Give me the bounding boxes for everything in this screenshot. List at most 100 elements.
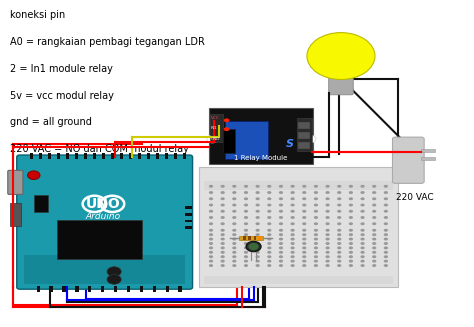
- Circle shape: [337, 203, 341, 206]
- Circle shape: [232, 260, 237, 263]
- Circle shape: [291, 222, 295, 225]
- Circle shape: [244, 185, 248, 188]
- Circle shape: [326, 216, 330, 219]
- Circle shape: [302, 247, 306, 250]
- Circle shape: [244, 210, 248, 213]
- Circle shape: [360, 197, 365, 200]
- Circle shape: [349, 216, 353, 219]
- Circle shape: [326, 203, 330, 206]
- Circle shape: [349, 229, 353, 232]
- Circle shape: [244, 216, 248, 219]
- Circle shape: [279, 255, 283, 258]
- Circle shape: [326, 191, 330, 194]
- Circle shape: [326, 251, 330, 254]
- Circle shape: [302, 185, 306, 188]
- Circle shape: [209, 216, 213, 219]
- Circle shape: [244, 203, 248, 206]
- Circle shape: [384, 216, 388, 219]
- Bar: [114, 286, 117, 292]
- Circle shape: [255, 255, 260, 258]
- Text: IN1: IN1: [210, 126, 217, 130]
- Bar: [174, 153, 177, 159]
- Circle shape: [337, 233, 341, 236]
- Bar: [185, 219, 192, 222]
- Circle shape: [267, 197, 272, 200]
- Circle shape: [302, 233, 306, 236]
- Circle shape: [232, 222, 237, 225]
- Circle shape: [267, 264, 272, 267]
- Circle shape: [302, 251, 306, 254]
- Bar: [165, 286, 169, 292]
- Circle shape: [291, 210, 295, 213]
- Bar: [248, 236, 251, 240]
- Circle shape: [326, 264, 330, 267]
- Circle shape: [314, 255, 318, 258]
- Circle shape: [349, 260, 353, 263]
- Circle shape: [279, 229, 283, 232]
- Circle shape: [337, 229, 341, 232]
- Circle shape: [326, 229, 330, 232]
- Circle shape: [107, 275, 121, 284]
- Circle shape: [384, 233, 388, 236]
- Circle shape: [267, 203, 272, 206]
- Circle shape: [232, 229, 237, 232]
- Circle shape: [372, 255, 376, 258]
- Circle shape: [246, 241, 261, 252]
- Circle shape: [244, 264, 248, 267]
- Circle shape: [220, 185, 225, 188]
- Circle shape: [209, 191, 213, 194]
- Circle shape: [232, 255, 237, 258]
- Bar: [243, 236, 246, 240]
- Bar: [299, 132, 310, 139]
- Circle shape: [372, 260, 376, 263]
- Circle shape: [360, 260, 365, 263]
- Circle shape: [244, 255, 248, 258]
- Circle shape: [220, 216, 225, 219]
- Circle shape: [314, 242, 318, 245]
- Circle shape: [220, 203, 225, 206]
- Bar: [38, 153, 42, 159]
- Circle shape: [337, 216, 341, 219]
- Circle shape: [384, 229, 388, 232]
- Circle shape: [209, 203, 213, 206]
- Bar: [299, 122, 310, 129]
- Circle shape: [291, 260, 295, 263]
- Circle shape: [291, 216, 295, 219]
- Circle shape: [232, 264, 237, 267]
- Circle shape: [279, 238, 283, 241]
- Circle shape: [384, 222, 388, 225]
- Circle shape: [314, 251, 318, 254]
- Bar: [93, 153, 96, 159]
- Circle shape: [349, 222, 353, 225]
- Circle shape: [244, 233, 248, 236]
- Circle shape: [267, 191, 272, 194]
- Bar: [183, 153, 186, 159]
- Bar: [199, 167, 398, 287]
- Circle shape: [372, 216, 376, 219]
- Circle shape: [384, 260, 388, 263]
- Bar: [254, 236, 256, 240]
- Circle shape: [384, 264, 388, 267]
- Circle shape: [209, 247, 213, 250]
- Bar: [185, 213, 192, 215]
- Circle shape: [220, 197, 225, 200]
- Circle shape: [349, 238, 353, 241]
- Circle shape: [360, 264, 365, 267]
- Circle shape: [207, 135, 218, 143]
- Circle shape: [209, 222, 213, 225]
- FancyBboxPatch shape: [392, 137, 424, 183]
- Circle shape: [232, 233, 237, 236]
- Circle shape: [337, 247, 341, 250]
- Bar: [75, 286, 79, 292]
- Circle shape: [302, 210, 306, 213]
- Circle shape: [384, 185, 388, 188]
- Circle shape: [232, 216, 237, 219]
- Bar: [34, 196, 48, 212]
- Bar: [88, 286, 91, 292]
- Circle shape: [349, 191, 353, 194]
- Bar: [29, 153, 33, 159]
- Text: UNO: UNO: [86, 197, 121, 211]
- Bar: [165, 153, 168, 159]
- Circle shape: [384, 197, 388, 200]
- Text: S: S: [286, 139, 294, 149]
